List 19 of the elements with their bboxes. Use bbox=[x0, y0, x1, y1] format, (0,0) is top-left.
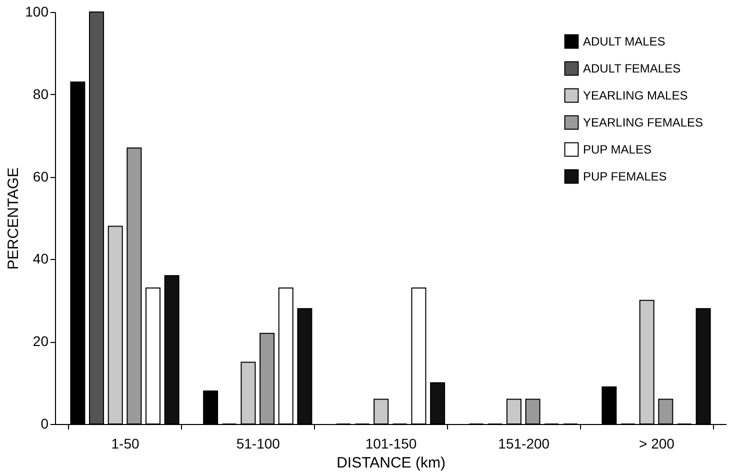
legend-label: ADULT FEMALES bbox=[583, 62, 681, 76]
y-tick-label: 0 bbox=[40, 416, 49, 432]
y-tick-label: 40 bbox=[32, 250, 49, 267]
legend-label: YEARLING MALES bbox=[583, 88, 688, 102]
y-tick-label: 20 bbox=[32, 333, 49, 350]
x-tick-label: 51-100 bbox=[236, 436, 280, 452]
legend-label: PUP FEMALES bbox=[583, 170, 667, 184]
x-tick-label: 151-200 bbox=[498, 436, 550, 452]
y-tick-label: 80 bbox=[32, 86, 49, 102]
y-tick-label: 100 bbox=[25, 4, 49, 20]
y-tick-label: 60 bbox=[32, 168, 49, 184]
legend-label: ADULT MALES bbox=[583, 34, 666, 48]
x-tick-label: 101-150 bbox=[365, 436, 417, 452]
legend-label: YEARLING FEMALES bbox=[583, 116, 704, 130]
x-tick-label: 1-50 bbox=[111, 436, 140, 452]
y-axis-title: PERCENTAGE bbox=[5, 167, 22, 270]
legend-label: PUP MALES bbox=[583, 142, 652, 156]
x-axis-title: DISTANCE (km) bbox=[336, 454, 446, 472]
x-tick-label: > 200 bbox=[639, 436, 675, 452]
